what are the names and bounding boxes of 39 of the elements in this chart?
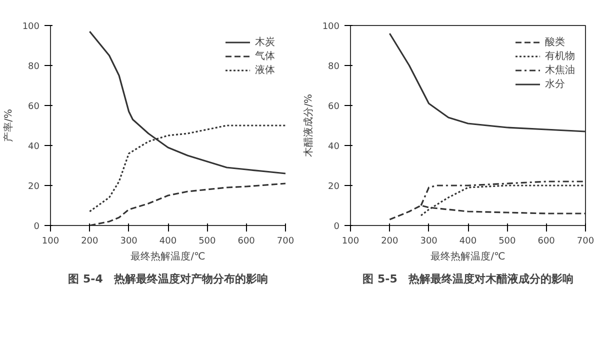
y-axis-title: 木醋液成分/% [302,94,314,157]
y-tick-label: 60 [28,102,40,112]
legend-label: 有机物 [545,50,575,63]
x-axis-title: 最终热解温度/℃ [430,250,506,262]
y-tick-label: 80 [28,62,40,72]
y-tick-label: 100 [322,22,340,32]
y-axis-title: 产率/% [2,109,14,142]
legend-label: 水分 [545,78,565,91]
x-tick-label: 600 [538,236,556,246]
legend-label: 气体 [255,50,275,63]
x-tick-label: 200 [81,236,99,246]
legend-label: 酸类 [545,36,565,49]
text: 图 5-4 热解最终温度对产物分布的影响 [68,272,268,286]
x-tick-label: 100 [42,236,60,246]
x-axis-title: 最终热解温度/℃ [130,250,206,262]
y-tick-label: 0 [34,222,40,232]
x-tick-label: 600 [238,236,256,246]
x-tick-label: 300 [120,236,138,246]
y-tick-label: 40 [328,142,340,152]
text: 图 5-5 热解最终温度对木醋液成分的影响 [362,272,574,286]
x-tick-label: 300 [420,236,438,246]
y-tick-label: 40 [28,142,40,152]
x-tick-label: 200 [381,236,399,246]
x-tick-label: 700 [276,236,294,246]
x-tick-label: 700 [576,236,594,246]
x-tick-label: 500 [498,236,516,246]
legend-label: 液体 [255,64,275,77]
y-tick-label: 20 [328,182,340,192]
x-tick-label: 400 [459,236,477,246]
x-tick-label: 400 [159,236,177,246]
x-tick-label: 100 [342,236,360,246]
x-tick-label: 500 [198,236,216,246]
y-tick-label: 80 [328,62,340,72]
legend-label: 木焦油 [545,64,575,77]
y-tick-label: 0 [334,222,340,232]
y-tick-label: 60 [328,102,340,112]
y-tick-label: 20 [28,182,40,192]
y-tick-label: 100 [22,22,40,32]
legend-label: 木炭 [255,36,275,49]
